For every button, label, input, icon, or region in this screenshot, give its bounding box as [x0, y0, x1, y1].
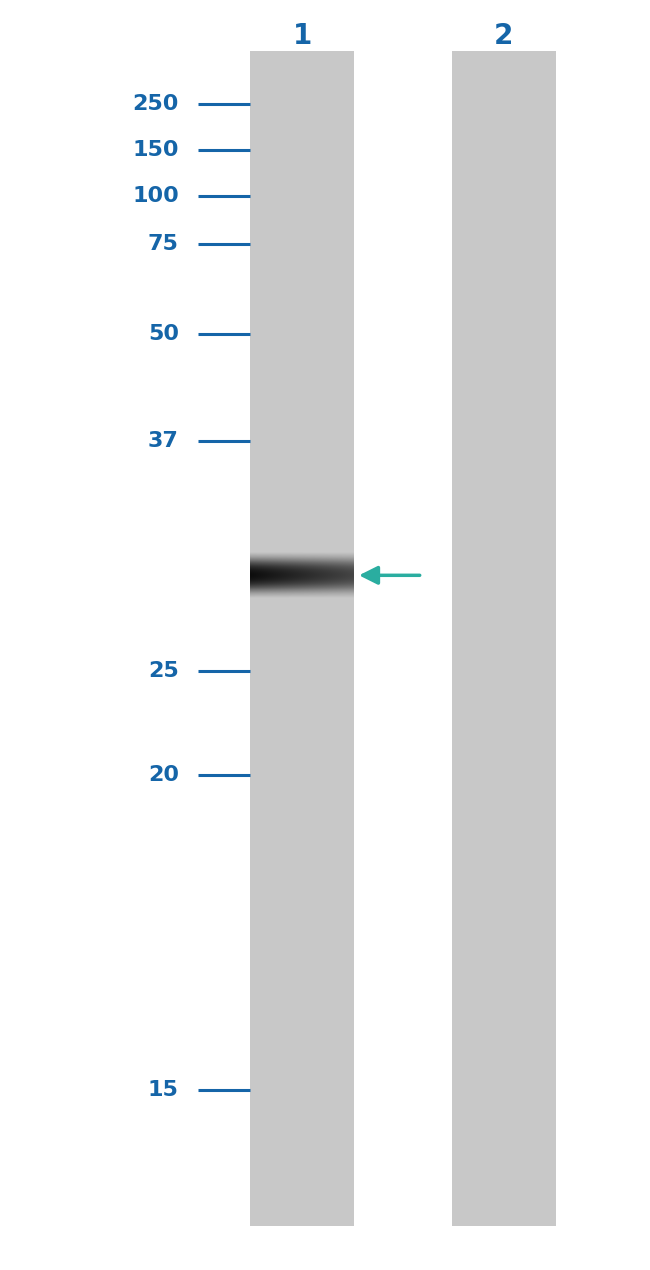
Text: 2: 2 [494, 22, 514, 50]
Text: 15: 15 [148, 1080, 179, 1100]
Text: 100: 100 [132, 185, 179, 206]
Text: 75: 75 [148, 234, 179, 254]
Text: 20: 20 [148, 765, 179, 785]
Text: 50: 50 [148, 324, 179, 344]
Text: 1: 1 [292, 22, 312, 50]
Bar [452, 51, 556, 1226]
Text: 37: 37 [148, 431, 179, 451]
Text: 250: 250 [133, 94, 179, 114]
Text: 150: 150 [132, 140, 179, 160]
Bar [250, 51, 354, 1226]
Text: 25: 25 [148, 660, 179, 681]
